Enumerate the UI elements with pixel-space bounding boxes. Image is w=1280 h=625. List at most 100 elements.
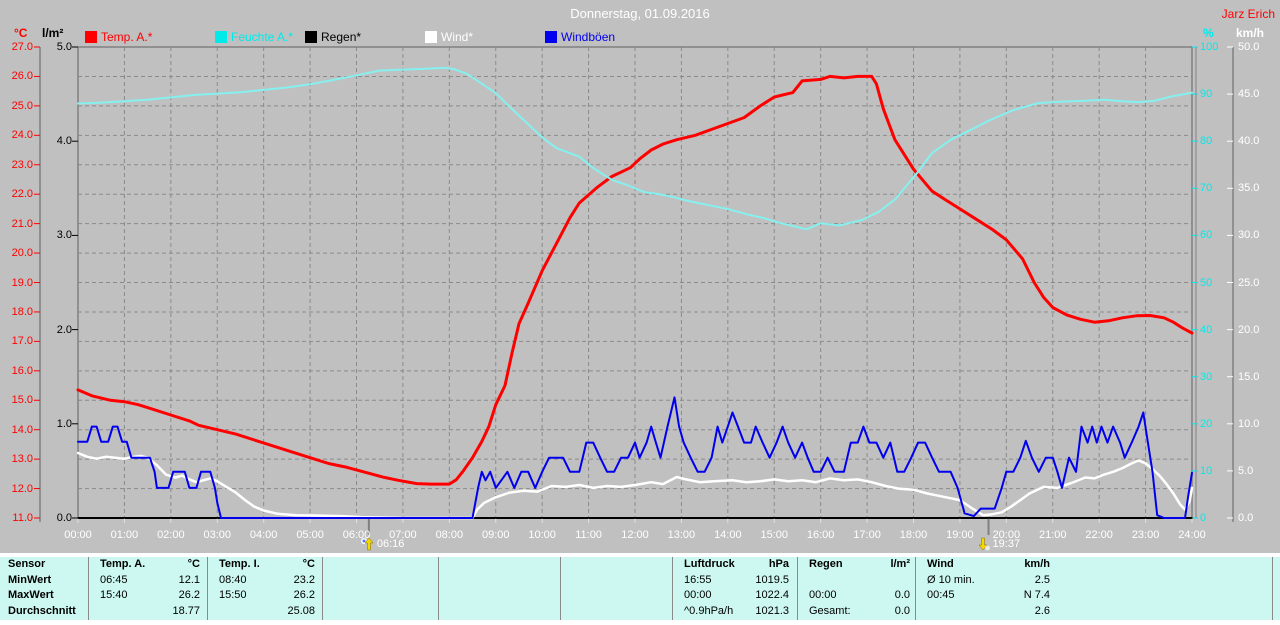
sunrise-time: 06:16 [376,538,405,550]
table-cell-time: Gesamt: [809,604,851,617]
temp-tick-label: 23.0 [11,158,33,171]
time-tick-label: 12:00 [621,529,649,541]
wind-tick-label: 15.0 [1238,370,1260,383]
humidity-tick-label: 80 [1200,135,1213,148]
humidity-tick-label: 0 [1200,512,1207,524]
temp-tick-label: 18.0 [11,305,33,318]
table-col-unit: °C [302,558,315,570]
time-tick-label: 16:00 [806,529,835,541]
table-cell-time: 00:00 [809,589,837,601]
table-col-unit: °C [187,558,200,570]
temp-tick-label: 14.0 [11,423,33,436]
table-cell-value: 18.77 [172,604,200,617]
temp-tick-label: 26.0 [11,70,33,83]
wind-tick-label: 50.0 [1238,41,1260,53]
table-column-separator [322,557,323,620]
legend-label: Regen* [321,30,362,44]
legend-swatch [215,31,227,43]
table-cell-time: 00:00 [684,589,712,601]
time-tick-label: 11:00 [575,529,602,541]
table-cell-time: 15:50 [219,589,247,601]
table-col-header: Regen [809,558,843,570]
sunset-time: 19:37 [992,538,1021,550]
rain-tick-label: 2.0 [56,323,72,336]
table-column-separator [672,557,673,620]
time-tick-label: 06:00 [342,529,371,541]
rain-tick-label: 4.0 [56,135,72,148]
humidity-tick-label: 70 [1200,182,1213,195]
table-cell-value: 0.0 [894,589,910,601]
table-column-separator [1272,557,1273,620]
time-tick-label: 10:00 [528,529,556,541]
table-column-separator [560,557,561,620]
table-row-label: MaxWert [8,589,54,601]
table-cell-time: 08:40 [219,573,247,586]
table-corner-label: Sensor [8,558,46,570]
table-column-separator [438,557,439,620]
wind-tick-label: 30.0 [1238,229,1260,242]
table-col-unit: hPa [768,558,789,570]
time-tick-label: 08:00 [435,529,464,541]
legend-swatch [545,31,557,43]
humidity-tick-label: 90 [1200,88,1213,101]
time-tick-label: 02:00 [157,529,185,541]
time-tick-label: 20:00 [992,529,1021,541]
table-row-label: MinWert [8,573,52,586]
table-col-header: Temp. I. [219,558,260,570]
temp-axis-unit: °C [14,26,28,40]
wind-tick-label: 10.0 [1238,417,1260,430]
table-cell-value: 12.1 [178,573,200,586]
statistics-table: Sensor MinWert MaxWert Durchschnitt Temp. A.… [0,553,1280,625]
wind-tick-label: 45.0 [1238,88,1260,101]
time-tick-label: 13:00 [667,529,696,541]
time-tick-label: 07:00 [389,529,417,541]
wind-tick-label: 35.0 [1238,182,1260,195]
legend-swatch [85,31,97,43]
rain-tick-label: 3.0 [56,229,72,242]
table-cell-value: 2.5 [1034,573,1050,586]
table-cell-value: 23.2 [293,573,315,586]
temp-tick-label: 25.0 [11,99,33,112]
table-cell-value: 1022.4 [755,589,789,601]
temp-tick-label: 27.0 [11,41,33,53]
table-col-header: Luftdruck [684,558,735,570]
time-tick-label: 23:00 [1131,529,1160,541]
time-tick-label: 00:00 [64,529,92,541]
temp-tick-label: 22.0 [11,188,33,201]
table-column-separator [207,557,208,620]
table-cell-value: 26.2 [293,589,315,601]
table-col-header: Temp. A. [100,558,146,570]
time-tick-label: 15:00 [760,529,789,541]
legend-swatch [425,31,437,43]
chart-plot[interactable] [0,0,1280,556]
time-tick-label: 01:00 [110,529,139,541]
table-cell-time: 06:45 [100,573,128,586]
temp-tick-label: 11.0 [12,512,33,524]
sunrise-icon [360,537,374,551]
table-cell-value: 0.0 [894,604,910,617]
sunset-icon [978,537,990,551]
time-tick-label: 22:00 [1085,529,1113,541]
humidity-tick-label: 100 [1200,41,1219,53]
table-cell-value: 1019.5 [755,573,789,586]
table-cell-value: N 7.4 [1023,589,1050,601]
temp-tick-label: 15.0 [11,394,33,407]
wind-tick-label: 40.0 [1238,135,1260,148]
rain-axis-unit: l/m² [42,26,64,40]
humidity-tick-label: 10 [1200,464,1213,477]
legend-label: Temp. A.* [101,30,153,44]
time-tick-label: 19:00 [946,529,974,541]
table-cell-value: 1021.3 [755,604,789,617]
temp-tick-label: 12.0 [11,482,33,495]
table-cell-time: Ø 10 min. [927,573,975,586]
legend-label: Wind* [441,30,474,44]
table-cell-value: 26.2 [178,589,200,601]
table-row-label: Durchschnitt [8,604,76,617]
table-cell-time: 16:55 [684,573,712,586]
time-tick-label: 21:00 [1038,529,1067,541]
statistics-table-background [0,557,1280,620]
time-tick-label: 04:00 [249,529,278,541]
page-title: Donnerstag, 01.09.2016 [570,6,710,21]
humidity-axis-unit: % [1203,26,1214,40]
